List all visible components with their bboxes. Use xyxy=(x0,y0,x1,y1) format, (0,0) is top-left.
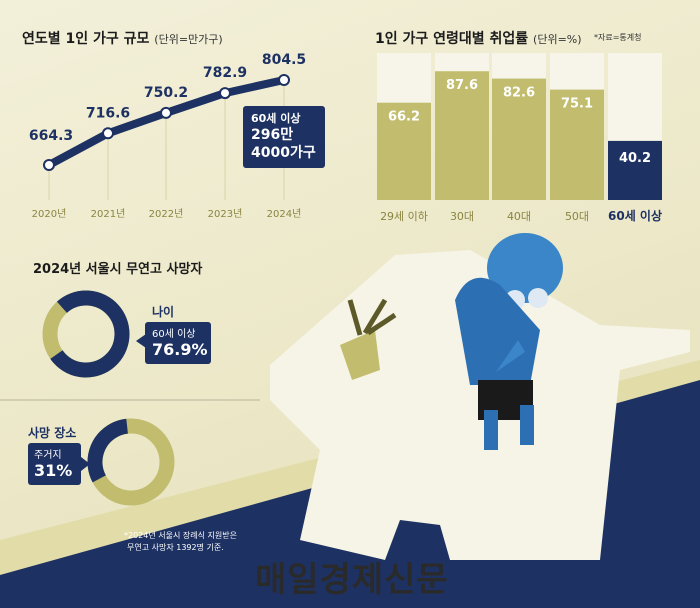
data-label: 664.3 xyxy=(29,128,73,144)
data-label: 804.5 xyxy=(262,52,306,68)
elderly-person-illustration xyxy=(455,233,563,450)
bar-value-label: 66.2 xyxy=(388,110,420,125)
callout-pointer xyxy=(81,457,90,471)
donut-charts xyxy=(42,290,175,506)
age-label: 나이 xyxy=(152,305,175,319)
data-label: 750.2 xyxy=(144,85,188,101)
bar xyxy=(550,89,604,200)
callout-pointer xyxy=(136,334,146,348)
bar-value-label: 87.6 xyxy=(446,78,478,93)
x-tick-label: 2023년 xyxy=(208,208,243,220)
x-tick-label: 2021년 xyxy=(91,208,126,220)
line-chart-title: 연도별 1인 가구 규모 (단위=만가구) xyxy=(22,31,223,47)
source-note: *자료=통계청 xyxy=(594,33,642,42)
bar xyxy=(435,71,489,200)
x-tick-label: 30대 xyxy=(450,210,474,223)
line-chart: 664.3 2020년 716.6 2021년 750.2 2022년 782.9 2023년… xyxy=(29,52,306,220)
data-point xyxy=(43,159,55,171)
x-tick-label: 2020년 xyxy=(32,208,67,220)
bar-value-label: 82.6 xyxy=(503,86,535,101)
callout-60-plus-households: 60세 이상 296만 4000가구 xyxy=(243,106,325,168)
footnote: *2024년 서울시 장례식 지원받은 무연고 사망자 1392명 기준. xyxy=(124,531,237,552)
bar-value-label: 75.1 xyxy=(561,97,593,112)
data-point xyxy=(219,87,231,100)
age-callout: 60세 이상 76.9% xyxy=(145,322,211,364)
bar xyxy=(608,140,662,200)
place-label: 사망 장소 xyxy=(28,426,77,440)
bar xyxy=(492,78,546,200)
x-tick-label: 50대 xyxy=(565,210,589,223)
age-donut-main-slice xyxy=(42,290,130,378)
data-label: 782.9 xyxy=(203,65,247,81)
plant-icon xyxy=(340,298,397,380)
x-tick-label: 60세 이상 xyxy=(608,208,662,223)
bar-value-label: 40.2 xyxy=(619,151,651,166)
x-tick-label: 2022년 xyxy=(149,208,184,220)
bar-chart: 66.2 29세 이하 87.6 30대 82.6 40대 75.1 50대 40.2 60세 이… xyxy=(377,53,662,223)
data-point xyxy=(102,127,114,140)
x-tick-label: 40대 xyxy=(507,210,531,223)
data-point xyxy=(160,106,172,119)
bar-chart-title: 1인 가구 연령대별 취업률 (단위=%) xyxy=(375,31,582,47)
x-tick-label: 29세 이하 xyxy=(380,209,428,223)
x-tick-label: 2024년 xyxy=(267,208,302,220)
data-point xyxy=(278,74,290,86)
data-label: 716.6 xyxy=(86,105,130,121)
place-donut-main-slice xyxy=(87,418,175,506)
bar xyxy=(377,102,431,200)
donut-section-title: 2024년 서울시 무연고 사망자 xyxy=(33,262,203,277)
place-callout: 주거지 31% xyxy=(28,443,81,485)
newspaper-logo: 매일경제신문 xyxy=(255,560,449,600)
